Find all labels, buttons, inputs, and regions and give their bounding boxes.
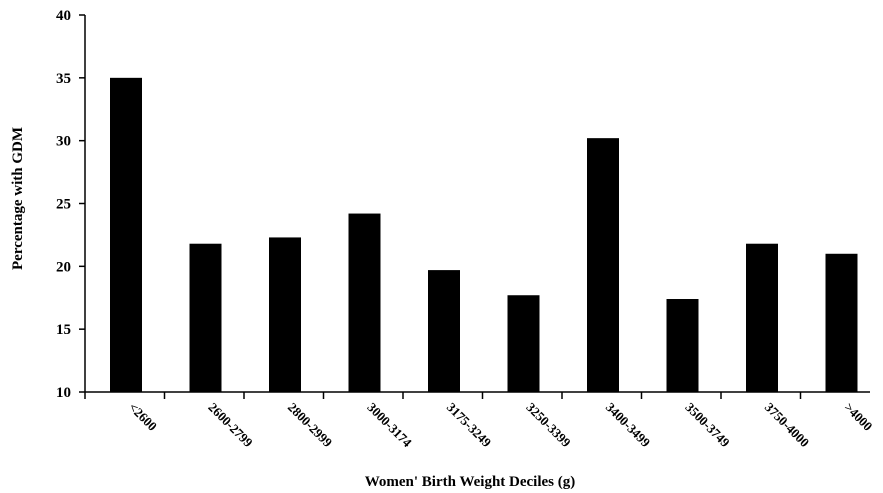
bar — [348, 213, 381, 392]
y-axis: 10 15 20 25 30 35 40 — [56, 8, 86, 401]
x-tick-label: 3250-3399 — [523, 400, 574, 451]
bar — [666, 299, 699, 392]
y-tick-label: 20 — [56, 259, 71, 275]
x-tick-labels: <2600 2600-2799 2800-2999 3000-3174 3175-324… — [126, 400, 876, 451]
x-tick-label: >4000 — [841, 400, 875, 434]
x-tick-label: 2800-2999 — [285, 400, 336, 451]
bar — [269, 237, 301, 392]
bar — [110, 77, 142, 392]
x-axis-title: Women' Birth Weight Deciles (g) — [365, 474, 576, 490]
x-axis — [84, 391, 870, 399]
y-axis-title: Percentage with GDM — [10, 127, 26, 270]
x-tick-label: 3175-3249 — [444, 400, 495, 451]
y-tick-label: 40 — [56, 8, 71, 24]
x-tick-label: 3000-3174 — [364, 400, 415, 451]
y-tick-label: 35 — [56, 71, 71, 87]
bar — [825, 253, 858, 392]
y-tick-label: 30 — [56, 134, 71, 150]
bar — [189, 243, 222, 392]
y-tick-label: 10 — [56, 385, 71, 401]
x-tick-label: 3500-3749 — [682, 400, 733, 451]
x-tick-label: 2600-2799 — [205, 400, 256, 451]
x-tick-label: <2600 — [126, 400, 160, 434]
bar — [507, 295, 540, 392]
y-tick-label: 25 — [56, 197, 71, 213]
bars — [110, 77, 858, 392]
x-tick-label: 3750-4000 — [762, 400, 812, 450]
bar — [746, 243, 778, 392]
y-tick-label: 15 — [56, 322, 71, 338]
x-tick-label: 3400-3499 — [603, 400, 654, 451]
bar — [587, 138, 619, 392]
bar — [428, 270, 460, 392]
